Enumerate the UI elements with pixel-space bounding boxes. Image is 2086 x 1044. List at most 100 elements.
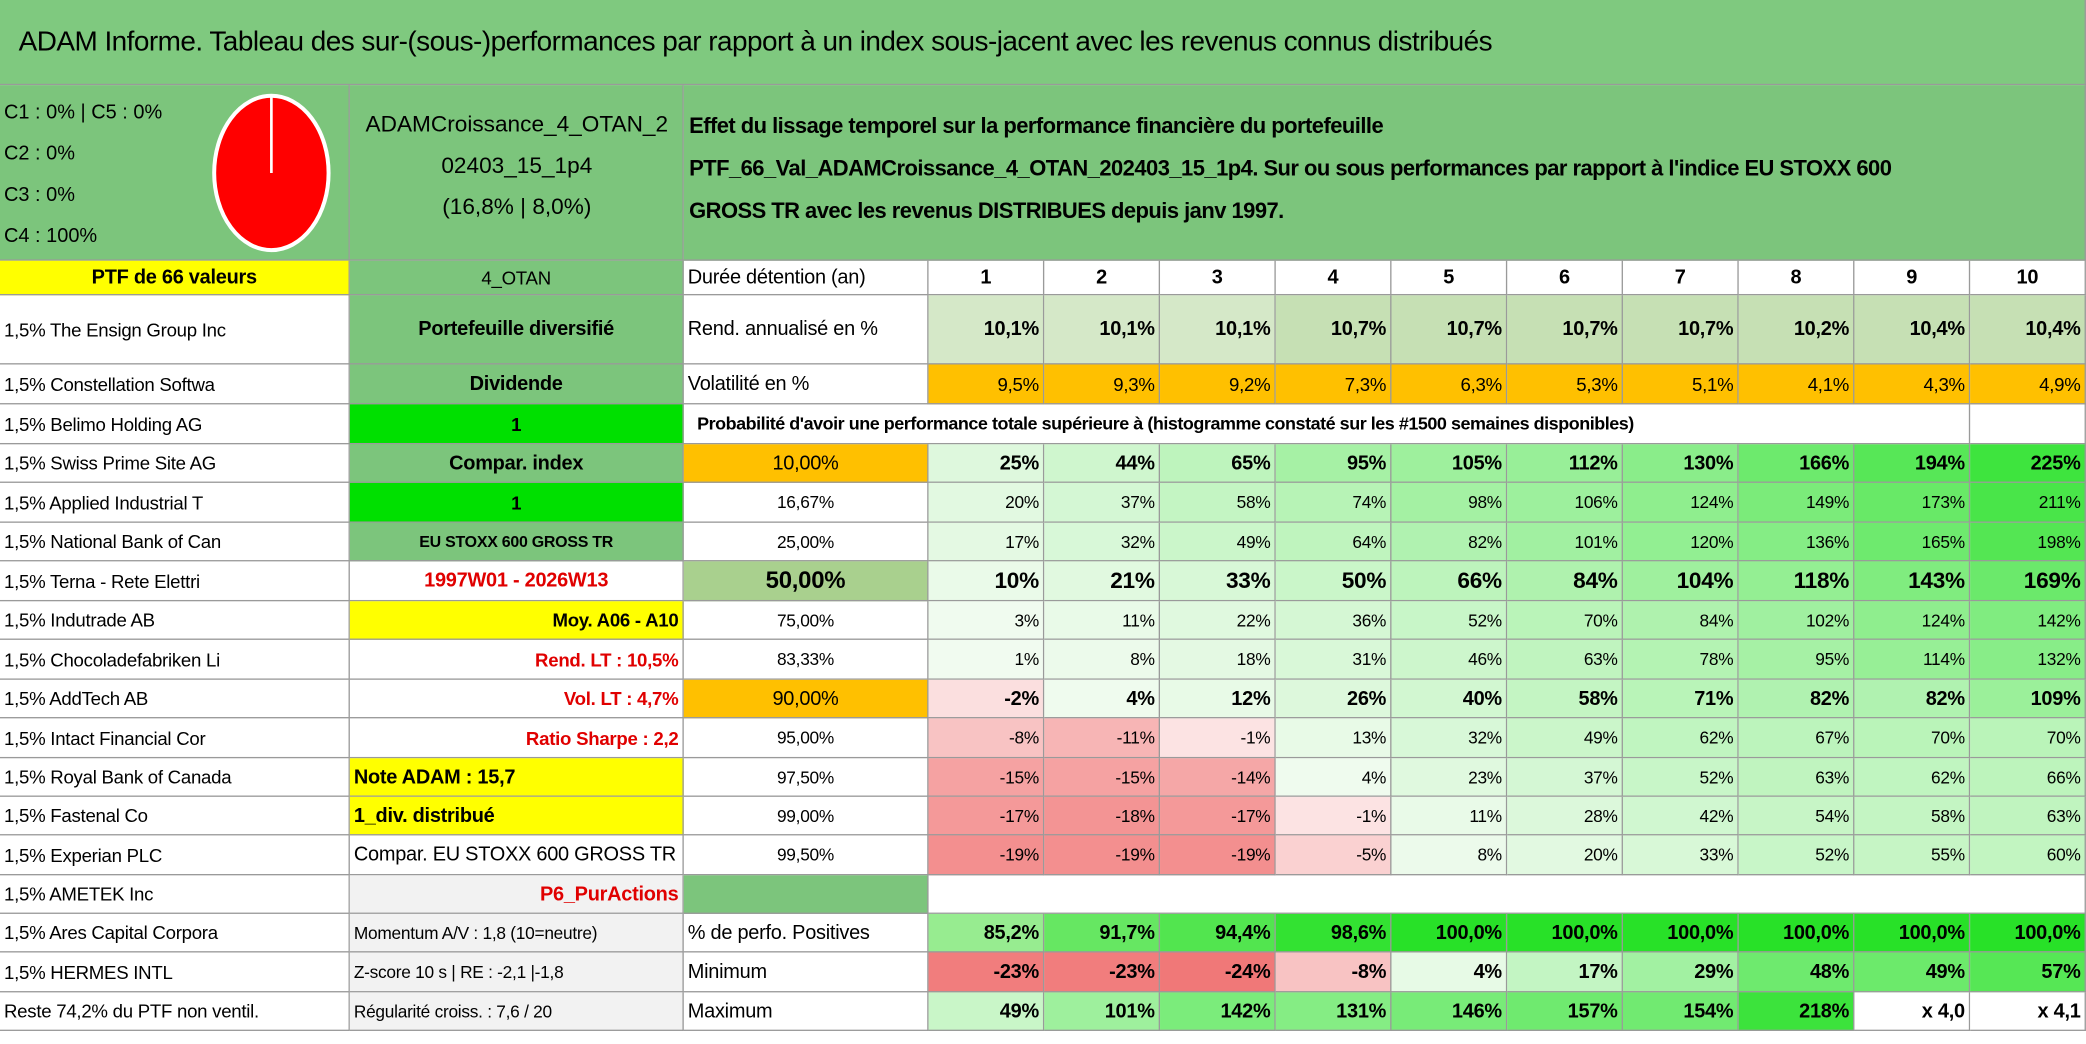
- table-cell: 10,7%: [1507, 295, 1623, 365]
- table-cell: 100,0%: [1391, 913, 1508, 953]
- table-cell: 100,0%: [1622, 913, 1739, 953]
- table-cell: 157%: [1507, 992, 1623, 1031]
- row-setting: 1: [349, 404, 684, 445]
- table-cell: 46%: [1391, 639, 1508, 680]
- table-cell: 10%: [928, 561, 1045, 602]
- row-header: 10,00%: [683, 444, 929, 483]
- table-cell: 17%: [1507, 952, 1623, 993]
- table-cell: 142%: [1970, 601, 2086, 640]
- table-cell: 40%: [1391, 679, 1508, 719]
- row-setting: Vol. LT : 4,7%: [349, 679, 684, 719]
- table-cell: 169%: [1970, 561, 2086, 602]
- table-cell: 10,1%: [1044, 295, 1161, 365]
- table-cell: 5,3%: [1507, 364, 1623, 405]
- row-label: 1,5% Applied Industrial T: [0, 482, 350, 523]
- row-setting: Rend. LT : 10,5%: [349, 639, 684, 680]
- table-cell: -19%: [1160, 835, 1276, 876]
- table-cell: 8: [1738, 260, 1855, 296]
- table-cell: 100,0%: [1970, 913, 2086, 953]
- pie: [212, 93, 331, 253]
- row-setting: Z-score 10 s | RE : -2,1 |-1,8: [349, 952, 684, 993]
- table-cell: 62%: [1854, 758, 1971, 797]
- table-cell: 124%: [1854, 601, 1971, 640]
- table-cell: 1: [928, 260, 1045, 296]
- row-setting: Compar. index: [349, 444, 684, 483]
- table-cell: 106%: [1507, 482, 1623, 523]
- row-setting: P6_PurActions: [349, 875, 684, 914]
- table-cell: -14%: [1160, 758, 1276, 797]
- table-cell: 130%: [1622, 444, 1739, 483]
- table-cell: 33%: [1622, 835, 1739, 876]
- table-cell: 57%: [1970, 952, 2086, 993]
- table-cell: 173%: [1854, 482, 1971, 523]
- table-cell: 49%: [1160, 522, 1276, 562]
- table-cell: 37%: [1507, 758, 1623, 797]
- row-setting: 4_OTAN: [349, 260, 684, 296]
- table-cell: 211%: [1970, 482, 2086, 523]
- table-cell: 36%: [1275, 601, 1392, 640]
- table-cell: 4%: [1391, 952, 1508, 993]
- table-cell: 22%: [1160, 601, 1276, 640]
- table-cell: -1%: [1160, 718, 1276, 759]
- table-cell: 194%: [1854, 444, 1971, 483]
- table-cell: 17%: [928, 522, 1045, 562]
- table-cell: 4,1%: [1738, 364, 1855, 405]
- table-cell: 98%: [1391, 482, 1508, 523]
- table-cell: 101%: [1044, 992, 1161, 1031]
- row-header: 99,50%: [683, 835, 929, 876]
- table-cell: 2: [1044, 260, 1161, 296]
- table-cell: 49%: [928, 992, 1045, 1031]
- row-label: 1,5% AMETEK Inc: [0, 875, 350, 914]
- table-cell: 154%: [1622, 992, 1739, 1031]
- table-cell: -18%: [1044, 796, 1161, 836]
- row-header: Rend. annualisé en %: [683, 295, 929, 365]
- table-cell: 118%: [1738, 561, 1855, 602]
- table-cell: 105%: [1391, 444, 1508, 483]
- table-cell: 4%: [1044, 679, 1161, 719]
- table-cell: 7,3%: [1275, 364, 1392, 405]
- table-cell: 11%: [1044, 601, 1161, 640]
- row-header: % de perfo. Positives: [683, 913, 929, 953]
- table-cell: 4%: [1275, 758, 1392, 797]
- row-setting: 1_div. distribué: [349, 796, 684, 836]
- legend-line: C2 : 0%: [3, 142, 75, 165]
- table-cell: 7: [1622, 260, 1739, 296]
- table-cell: 55%: [1854, 835, 1971, 876]
- table-cell: 82%: [1391, 522, 1508, 562]
- table-cell: 109%: [1970, 679, 2086, 719]
- row-setting: Portefeuille diversifié: [349, 295, 684, 365]
- table-cell: 70%: [1854, 718, 1971, 759]
- table-cell: 104%: [1622, 561, 1739, 602]
- table-cell: 218%: [1738, 992, 1855, 1031]
- table-cell: 91,7%: [1044, 913, 1161, 953]
- row-header: 97,50%: [683, 758, 929, 797]
- row-label: 1,5% National Bank of Can: [0, 522, 350, 562]
- row-setting: 1: [349, 482, 684, 523]
- table-cell: 82%: [1854, 679, 1971, 719]
- table-cell: 4,9%: [1970, 364, 2086, 405]
- table-cell: -8%: [928, 718, 1045, 759]
- table-cell: 66%: [1391, 561, 1508, 602]
- table-cell: 198%: [1970, 522, 2086, 562]
- table-cell: 112%: [1507, 444, 1623, 483]
- table-cell: 10,7%: [1391, 295, 1508, 365]
- empty-cell: [1970, 404, 2086, 445]
- row-label: 1,5% AddTech AB: [0, 679, 350, 719]
- row-label: 1,5% Fastenal Co: [0, 796, 350, 836]
- table-cell: 74%: [1275, 482, 1392, 523]
- row-setting: Régularité croiss. : 7,6 / 20: [349, 992, 684, 1031]
- description-line: PTF_66_Val_ADAMCroissance_4_OTAN_202403_…: [689, 156, 1892, 181]
- table-cell: 31%: [1275, 639, 1392, 680]
- portfolio-line: ADAMCroissance_4_OTAN_2: [365, 111, 669, 138]
- row-setting: 1997W01 - 2026W13: [349, 561, 684, 602]
- table-cell: 102%: [1738, 601, 1855, 640]
- table-cell: 100,0%: [1854, 913, 1971, 953]
- table-cell: 29%: [1622, 952, 1739, 993]
- table-cell: 136%: [1738, 522, 1855, 562]
- table-cell: 95%: [1275, 444, 1392, 483]
- row-header: 75,00%: [683, 601, 929, 640]
- table-cell: -5%: [1275, 835, 1392, 876]
- table-cell: 10,2%: [1738, 295, 1855, 365]
- table-cell: 62%: [1622, 718, 1739, 759]
- row-label: 1,5% Royal Bank of Canada: [0, 758, 350, 797]
